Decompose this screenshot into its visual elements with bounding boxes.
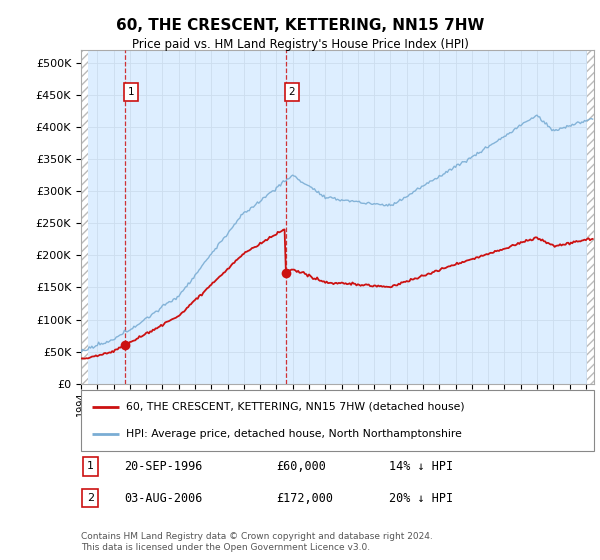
FancyBboxPatch shape [81, 390, 594, 451]
Text: 1: 1 [87, 461, 94, 472]
Text: £60,000: £60,000 [276, 460, 326, 473]
Text: 1: 1 [128, 87, 134, 97]
Bar [587, 50, 594, 384]
Text: HPI: Average price, detached house, North Northamptonshire: HPI: Average price, detached house, Nort… [126, 430, 462, 440]
Text: 2: 2 [289, 87, 295, 97]
Text: 20% ↓ HPI: 20% ↓ HPI [389, 492, 453, 505]
Bar [81, 50, 88, 384]
Text: Price paid vs. HM Land Registry's House Price Index (HPI): Price paid vs. HM Land Registry's House … [131, 38, 469, 51]
Text: 20-SEP-1996: 20-SEP-1996 [125, 460, 203, 473]
Text: 03-AUG-2006: 03-AUG-2006 [125, 492, 203, 505]
Text: 2: 2 [86, 493, 94, 503]
Text: 60, THE CRESCENT, KETTERING, NN15 7HW (detached house): 60, THE CRESCENT, KETTERING, NN15 7HW (d… [126, 402, 465, 412]
Text: Contains HM Land Registry data © Crown copyright and database right 2024.
This d: Contains HM Land Registry data © Crown c… [81, 533, 433, 552]
Text: £172,000: £172,000 [276, 492, 333, 505]
Text: 60, THE CRESCENT, KETTERING, NN15 7HW: 60, THE CRESCENT, KETTERING, NN15 7HW [116, 18, 484, 32]
Text: 14% ↓ HPI: 14% ↓ HPI [389, 460, 453, 473]
